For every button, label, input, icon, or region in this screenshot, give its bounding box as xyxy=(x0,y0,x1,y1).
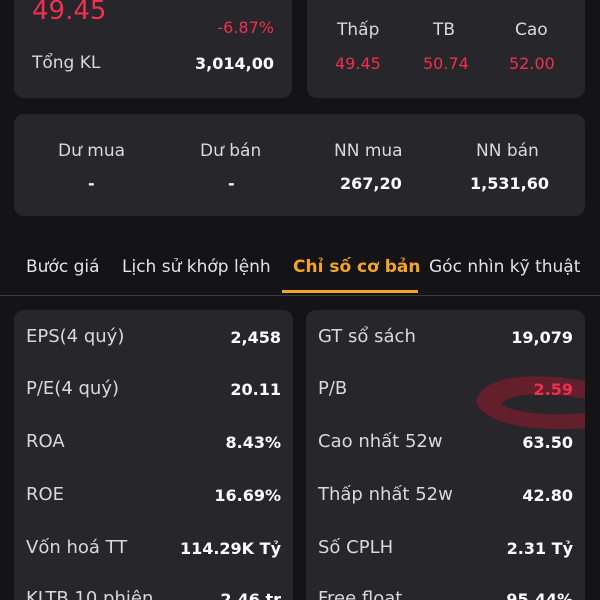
pb-label: P/B xyxy=(318,378,348,399)
high-52w-value: 63.50 xyxy=(522,433,573,452)
total-volume-value: 3,014,00 xyxy=(195,54,274,73)
eps-value: 2,458 xyxy=(230,328,281,347)
sell-pending-label: Dư bán xyxy=(200,141,262,161)
avg-value: 50.74 xyxy=(423,54,469,73)
tab-fundamentals[interactable]: Chỉ số cơ bản xyxy=(293,257,421,277)
buy-pending-value: - xyxy=(88,174,95,193)
free-float-label: Free float xyxy=(318,588,403,600)
roa-value: 8.43% xyxy=(225,433,281,452)
active-tab-underline xyxy=(282,290,418,293)
tabs-divider xyxy=(0,295,600,296)
high-52w-label: Cao nhất 52w xyxy=(318,431,443,452)
price-card: 49.45 -6.87% Tổng KL 3,014,00 xyxy=(14,0,292,98)
sell-pending-value: - xyxy=(228,174,235,193)
buy-pending-label: Dư mua xyxy=(58,141,126,161)
orders-card: Dư mua Dư bán NN mua NN bán - - 267,20 1… xyxy=(14,114,585,216)
fundamentals-right-card: GT sổ sách 19,079 P/B 2.59 Cao nhất 52w … xyxy=(306,310,585,600)
low-52w-value: 42.80 xyxy=(522,486,573,505)
roe-label: ROE xyxy=(26,484,65,505)
foreign-sell-value: 1,531,60 xyxy=(470,174,549,193)
tab-price-step[interactable]: Bước giá xyxy=(26,257,100,277)
roe-value: 16.69% xyxy=(214,486,281,505)
last-price: 49.45 xyxy=(32,0,107,26)
fundamentals-left-card: EPS(4 quý) 2,458 P/E(4 quý) 20.11 ROA 8.… xyxy=(14,310,293,600)
range-card: Thấp TB Cao 49.45 50.74 52.00 xyxy=(307,0,585,98)
low-value: 49.45 xyxy=(335,54,381,73)
pb-value: 2.59 xyxy=(533,380,573,399)
tab-technical-view[interactable]: Góc nhìn kỹ thuật xyxy=(429,257,581,277)
tab-match-history[interactable]: Lịch sử khớp lệnh xyxy=(122,257,271,277)
shares-outstanding-label: Số CPLH xyxy=(318,537,394,558)
highlight-mark xyxy=(476,376,585,430)
market-cap-value: 114.29K Tỷ xyxy=(179,539,281,558)
high-label: Cao xyxy=(515,20,548,40)
low-52w-label: Thấp nhất 52w xyxy=(318,484,453,505)
avg-volume-10-value: 2.46 tr xyxy=(220,590,281,600)
avg-label: TB xyxy=(433,20,456,40)
total-volume-label: Tổng KL xyxy=(32,53,101,73)
low-label: Thấp xyxy=(337,20,380,40)
shares-outstanding-value: 2.31 Tỷ xyxy=(506,539,573,558)
change-percent: -6.87% xyxy=(217,18,274,37)
pe-label: P/E(4 quý) xyxy=(26,378,119,399)
foreign-buy-value: 267,20 xyxy=(340,174,402,193)
avg-volume-10-label: KLTB 10 phiên xyxy=(26,588,154,600)
free-float-value: 95.44% xyxy=(506,590,573,600)
eps-label: EPS(4 quý) xyxy=(26,326,125,347)
book-value-value: 19,079 xyxy=(511,328,573,347)
roa-label: ROA xyxy=(26,431,65,452)
book-value-label: GT sổ sách xyxy=(318,326,416,347)
foreign-sell-label: NN bán xyxy=(476,141,539,161)
high-value: 52.00 xyxy=(509,54,555,73)
pe-value: 20.11 xyxy=(230,380,281,399)
market-cap-label: Vốn hoá TT xyxy=(26,537,128,558)
foreign-buy-label: NN mua xyxy=(334,141,403,161)
